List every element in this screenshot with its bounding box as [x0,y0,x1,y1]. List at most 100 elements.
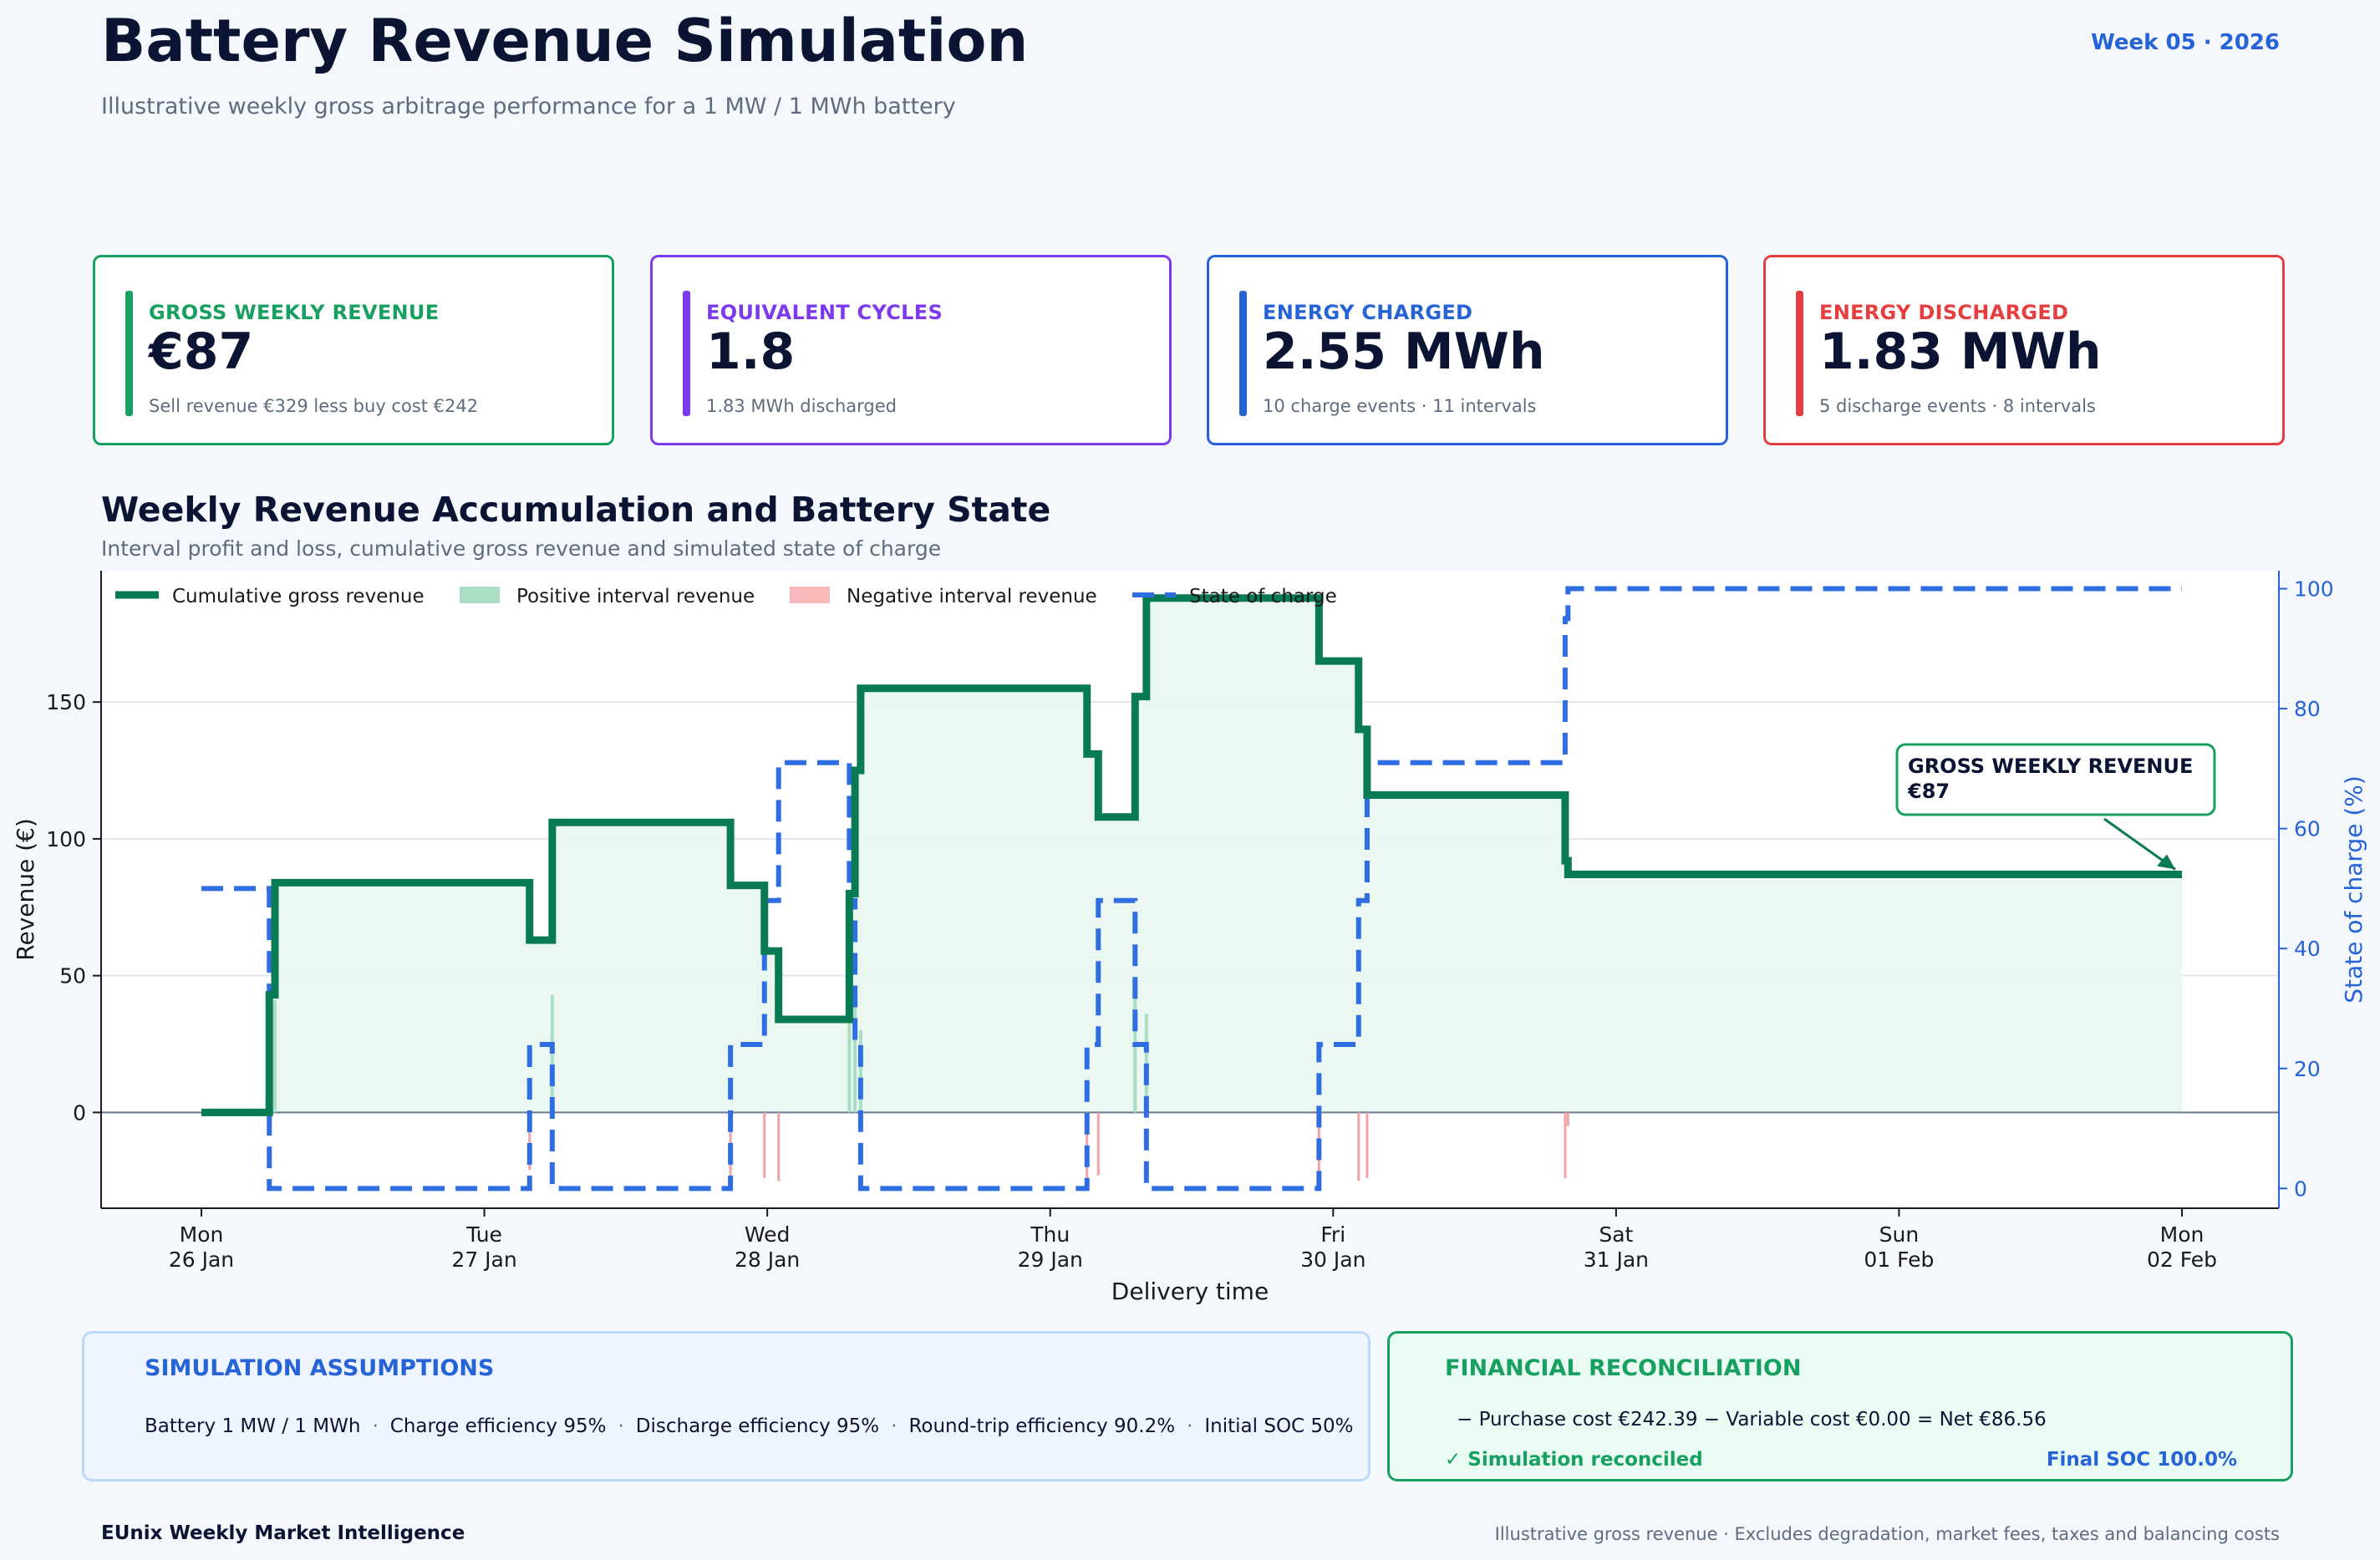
separator: · [891,1415,898,1437]
reconciled-status: ✓ Simulation reconciled [1445,1449,1703,1471]
y2-tick-label: 60 [2294,817,2321,841]
positive-interval-bar [1144,1014,1148,1113]
kpi-value: 1.8 [706,323,796,381]
negative-interval-bar [763,1112,766,1178]
assumption-item: Initial SOC 50% [1204,1415,1354,1437]
legend-label: Negative interval revenue [847,586,1097,607]
negative-interval-bar [1357,1112,1360,1181]
reconciliation-title: FINANCIAL RECONCILIATION [1445,1355,1802,1381]
footer-brand: EUnix Weekly Market Intelligence [101,1522,465,1544]
x-axis-label: Delivery time [1111,1278,1269,1305]
legend-label: State of charge [1189,586,1337,607]
reconciliation-formula: − Purchase cost €242.39 − Variable cost … [1457,1409,2047,1430]
kpi-card-4: ENERGY DISCHARGED 1.83 MWh 5 discharge eve… [1763,255,2285,445]
negative-interval-bar [1086,1112,1089,1178]
x-tick-label: Thu [1030,1222,1070,1247]
positive-interval-bar [273,1000,277,1113]
assumptions-panel: SIMULATION ASSUMPTIONS Battery 1 MW / 1 … [82,1331,1371,1481]
kpi-card-3: ENERGY CHARGED 2.55 MWh 10 charge events ·… [1207,255,1728,445]
assumption-item: Round-trip efficiency 90.2% [908,1415,1176,1437]
x-tick-label: Sat [1599,1222,1633,1247]
kpi-subtext: 5 discharge events · 8 intervals [1819,396,2096,416]
kpi-label: ENERGY CHARGED [1263,301,1473,324]
week-badge: Week 05 · 2026 [2091,30,2280,55]
x-tick-label: Sun [1879,1222,1920,1247]
x-tick-label: Mon [2160,1222,2205,1247]
legend-label: Positive interval revenue [516,586,755,607]
x-tick-label: 30 Jan [1300,1247,1365,1272]
kpi-label: GROSS WEEKLY REVENUE [149,301,440,324]
kpi-subtext: Sell revenue €329 less buy cost €242 [149,396,479,416]
negative-interval-bar [1096,1112,1100,1176]
page-subtitle: Illustrative weekly gross arbitrage perf… [101,94,956,119]
kpi-accent-bar [683,291,690,416]
x-tick-label: Wed [745,1222,791,1247]
x-tick-label: 29 Jan [1018,1247,1083,1272]
legend-swatch [790,587,830,603]
legend-label: Cumulative gross revenue [172,586,425,607]
kpi-accent-bar [1796,291,1803,416]
kpi-value: 1.83 MWh [1819,323,2102,381]
y-tick-label: 0 [73,1100,86,1125]
kpi-subtext: 10 charge events · 11 intervals [1263,396,1537,416]
y2-tick-label: 100 [2294,577,2334,602]
y-axis-label: Revenue (€) [12,818,39,961]
cumulative-revenue-area [201,597,2182,1113]
reconciliation-panel: FINANCIAL RECONCILIATION − Purchase cost… [1387,1331,2293,1481]
kpi-subtext: 1.83 MWh discharged [706,396,897,416]
cumulative-revenue-line [201,594,2182,1116]
kpi-accent-bar [1239,291,1247,416]
x-tick-label: Mon [180,1222,224,1247]
x-tick-label: Tue [465,1222,502,1247]
kpi-label: ENERGY DISCHARGED [1819,301,2069,324]
annotation-value: €87 [1907,780,1950,803]
legend-swatch [460,587,500,603]
assumption-item: Charge efficiency 95% [389,1415,607,1437]
y-tick-label: 100 [46,827,86,851]
positive-interval-bar [858,1030,862,1113]
y2-tick-label: 0 [2294,1176,2307,1201]
kpi-card-2: EQUIVALENT CYCLES 1.8 1.83 MWh discharged [650,255,1172,445]
assumptions-title: SIMULATION ASSUMPTIONS [145,1355,495,1381]
positive-interval-bar [847,986,852,1113]
x-tick-label: 27 Jan [451,1247,516,1272]
x-tick-label: 01 Feb [1864,1247,1934,1272]
x-tick-label: 28 Jan [735,1247,800,1272]
chart-section-subtitle: Interval profit and loss, cumulative gro… [101,536,942,561]
positive-interval-bar [1133,992,1137,1113]
page-title: Battery Revenue Simulation [101,7,1029,75]
annotation-arrowhead [2157,854,2175,870]
kpi-label: EQUIVALENT CYCLES [706,301,943,324]
positive-interval-bar [853,989,857,1113]
annotation-box [1895,743,2216,816]
chart-section-title: Weekly Revenue Accumulation and Battery … [101,490,1051,530]
negative-interval-bar [1566,1112,1569,1126]
x-tick-label: Fri [1320,1222,1345,1247]
assumption-item: Discharge efficiency 95% [635,1415,880,1437]
negative-interval-bar [777,1112,781,1181]
y2-tick-label: 40 [2294,937,2321,961]
negative-interval-bar [528,1112,531,1171]
y2-tick-label: 20 [2294,1057,2321,1081]
assumptions-list: Battery 1 MW / 1 MWh · Charge efficiency 9… [145,1415,1354,1437]
footer-disclaimer: Illustrative gross revenue · Excludes de… [1494,1524,2280,1544]
kpi-card-1: GROSS WEEKLY REVENUE €87 Sell revenue €329… [93,255,614,445]
kpi-accent-bar [125,291,133,416]
assumption-item: Battery 1 MW / 1 MWh [145,1415,361,1437]
kpi-value: 2.55 MWh [1263,323,1545,381]
y2-axis-label: State of charge (%) [2340,775,2367,1004]
state-of-charge-line [201,586,2182,1192]
y-tick-label: 150 [46,690,86,714]
annotation-title: GROSS WEEKLY REVENUE [1908,755,2193,778]
negative-interval-bar [1564,1112,1567,1178]
x-tick-label: 02 Feb [2147,1247,2217,1272]
separator: · [372,1415,379,1437]
kpi-value: €87 [149,323,254,381]
negative-interval-bar [1365,1112,1369,1178]
x-tick-label: 31 Jan [1584,1247,1649,1272]
separator: · [1187,1415,1193,1437]
y2-tick-label: 80 [2294,697,2321,721]
x-tick-label: 26 Jan [169,1247,234,1272]
y-tick-label: 50 [59,964,86,988]
